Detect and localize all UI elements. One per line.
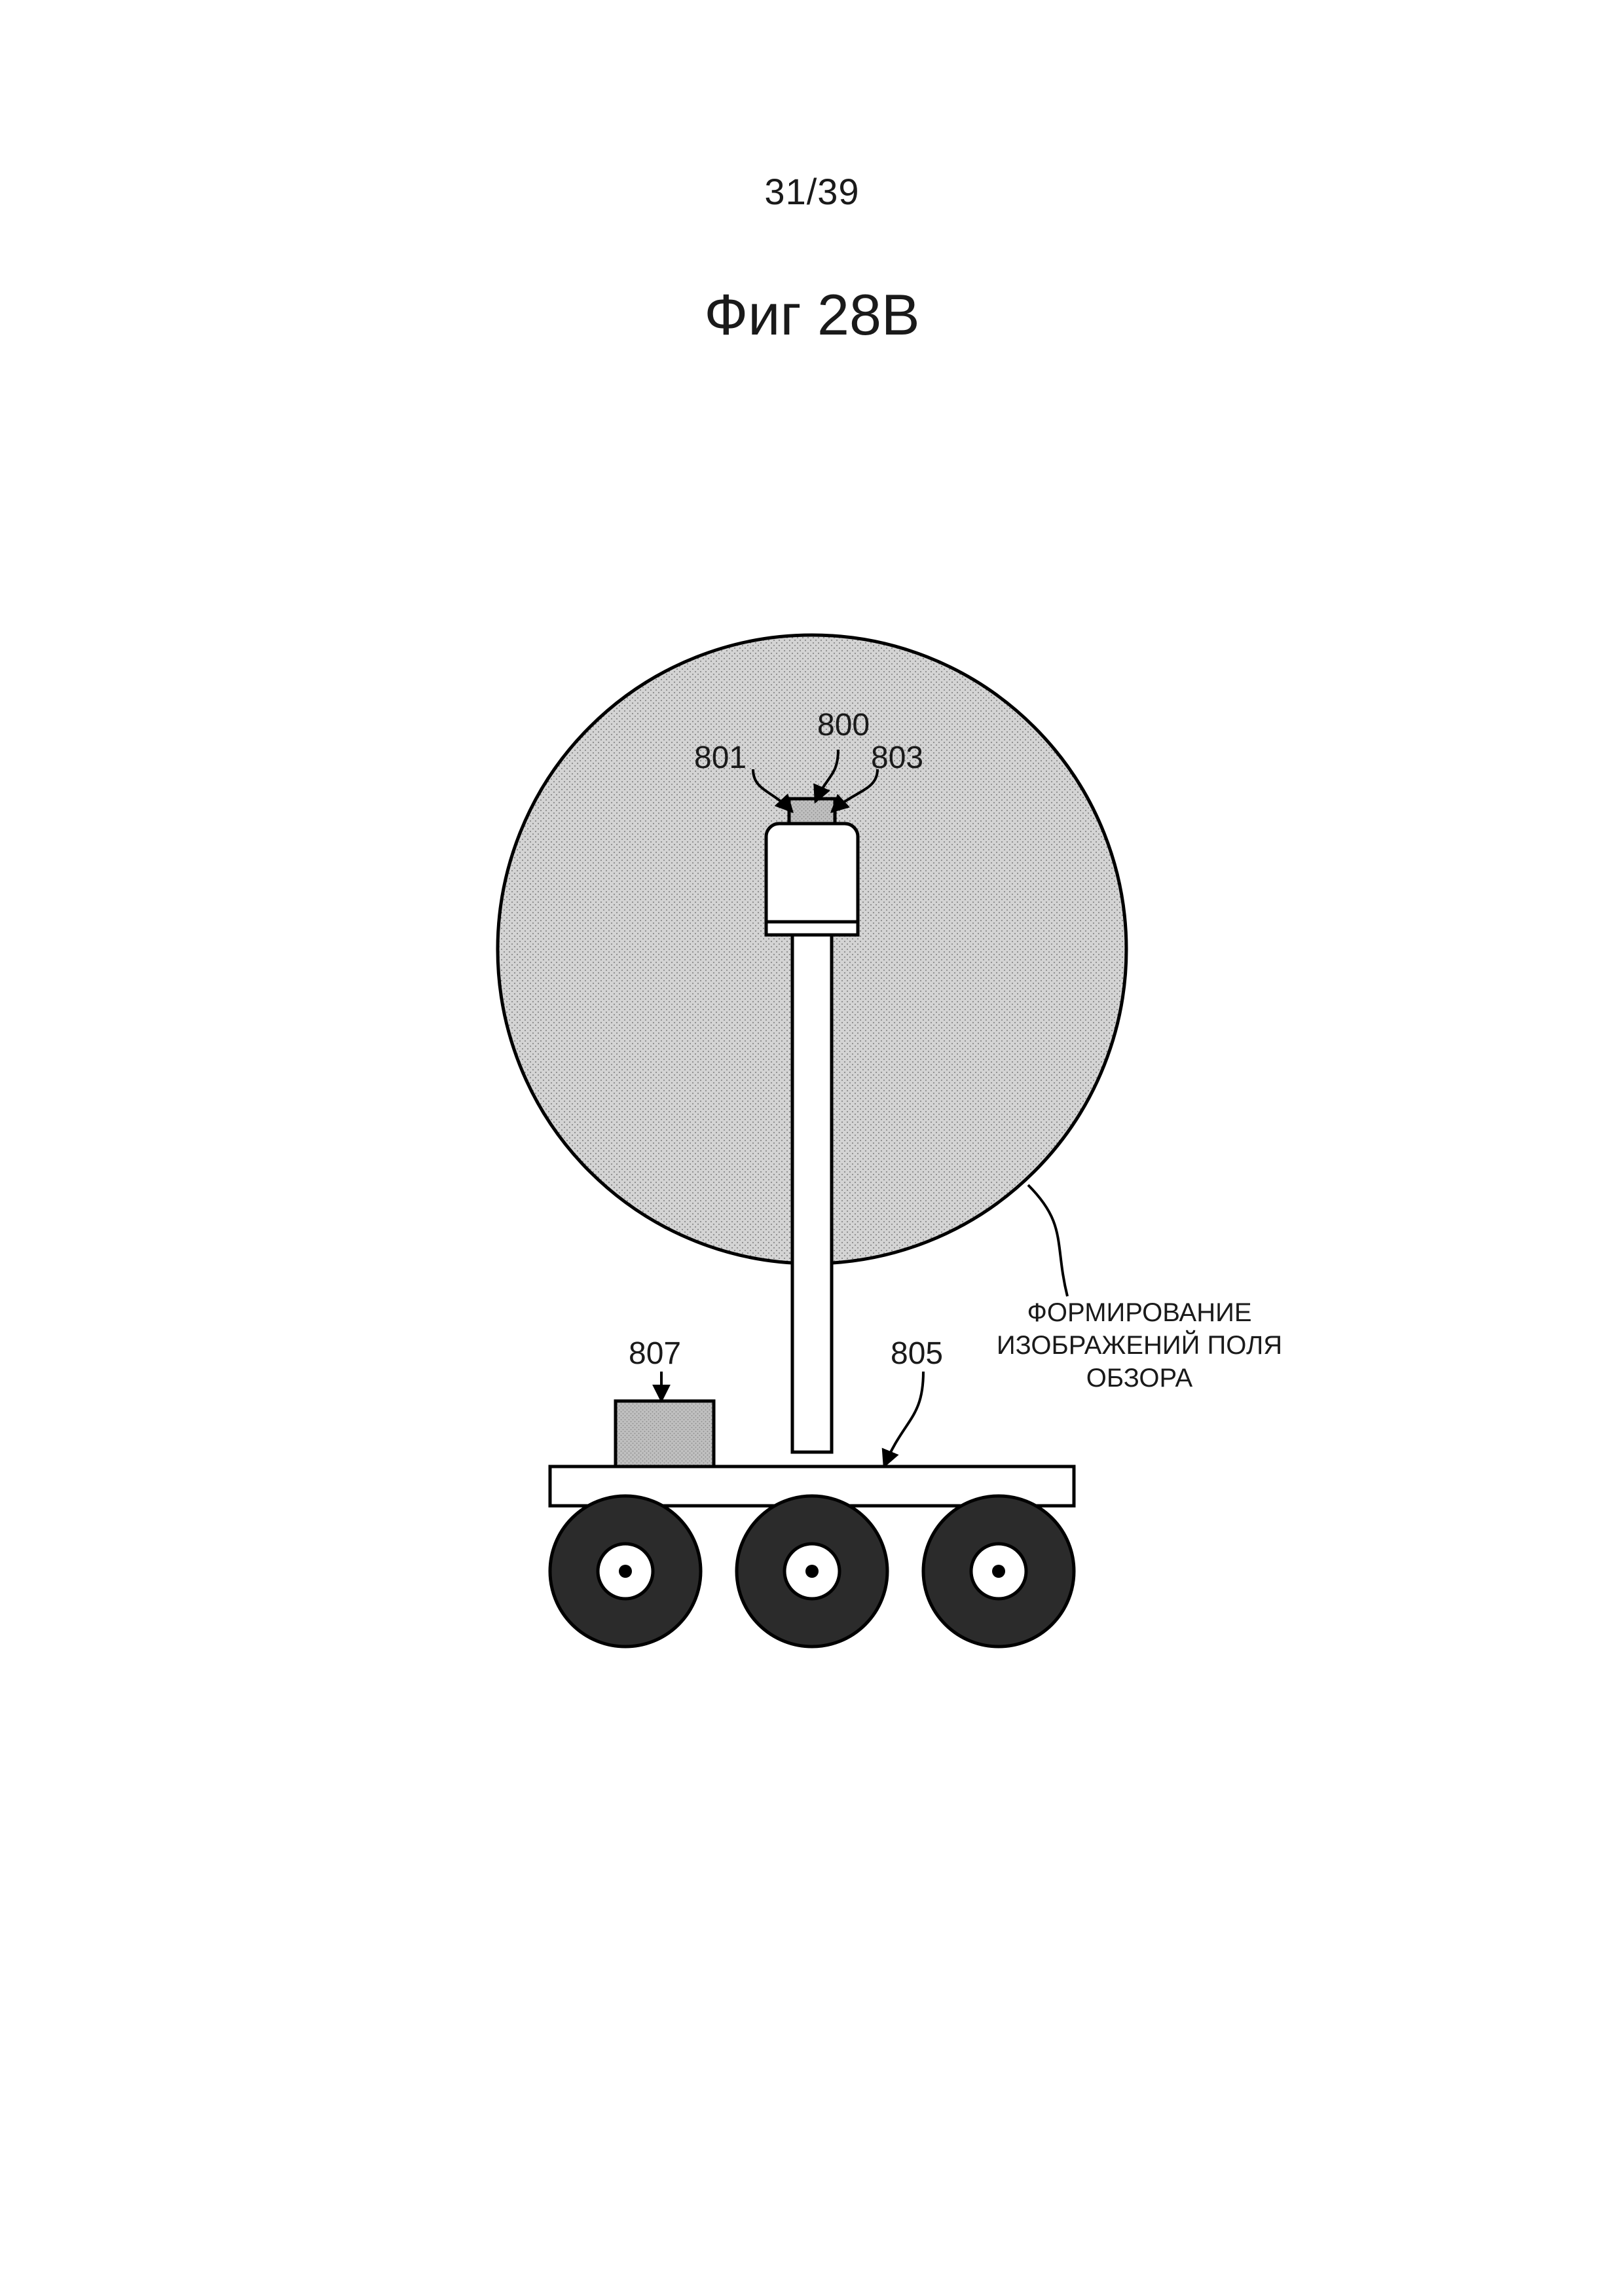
ref-label-803: 803 — [871, 740, 923, 776]
ref-label-800: 800 — [817, 707, 870, 743]
ref-label-801: 801 — [694, 740, 747, 776]
ref-label-807: 807 — [629, 1336, 681, 1372]
ref-label-805: 805 — [891, 1336, 943, 1372]
figure-title: Фиг 28B — [0, 282, 1624, 348]
fov-caption-line1: ФОРМИРОВАНИЕ — [1027, 1298, 1251, 1327]
page-number: 31/39 — [0, 170, 1624, 213]
fov-caption: ФОРМИРОВАНИЕ ИЗОБРАЖЕНИЙ ПОЛЯ ОБЗОРА — [995, 1296, 1283, 1394]
fov-caption-line3: ОБЗОРА — [1086, 1364, 1192, 1393]
fov-caption-line2: ИЗОБРАЖЕНИЙ ПОЛЯ — [997, 1331, 1282, 1360]
diagram-svg — [367, 615, 1257, 1728]
diagram-container: 800 801 803 805 807 ФОРМИРОВАНИЕ ИЗОБРАЖ… — [367, 615, 1257, 1728]
page: 31/39 Фиг 28B 800 — [0, 0, 1624, 2296]
